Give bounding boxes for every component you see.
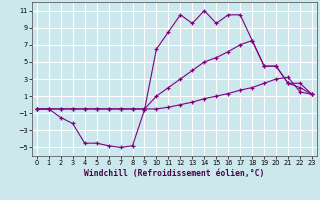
X-axis label: Windchill (Refroidissement éolien,°C): Windchill (Refroidissement éolien,°C) (84, 169, 265, 178)
